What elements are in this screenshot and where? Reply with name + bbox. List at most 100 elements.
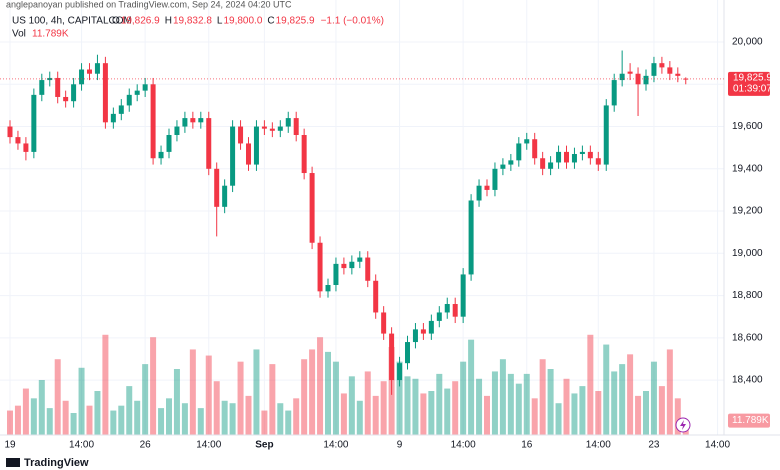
- y-tick-label: 19,600: [732, 121, 763, 132]
- logo-mark: [6, 458, 20, 467]
- candle-body: [150, 84, 156, 159]
- candle-body: [524, 139, 530, 144]
- y-tick-label: 19,000: [732, 248, 763, 259]
- volume-bar: [181, 403, 188, 435]
- y-tick-label: 20,000: [732, 37, 763, 48]
- candle-body: [381, 312, 387, 334]
- candle-body: [659, 63, 665, 68]
- volume-bar: [94, 391, 101, 435]
- volume-bar: [221, 400, 228, 435]
- volume-bar: [627, 354, 634, 435]
- legend-value: 19,825.9: [276, 16, 315, 27]
- volume-bar: [325, 351, 331, 435]
- x-tick-label: 16: [521, 440, 533, 451]
- price-tag-label: 19,825.9: [733, 72, 772, 83]
- candle-body: [325, 285, 331, 292]
- volume-bar: [38, 380, 45, 435]
- legend-value: 19,832.8: [173, 16, 212, 27]
- candle-body: [87, 69, 92, 74]
- volume-bar: [539, 359, 546, 435]
- x-tick-label: 14:00: [323, 440, 348, 451]
- volume-bar: [301, 359, 308, 435]
- volume-bar: [643, 391, 649, 435]
- volume-bar: [531, 398, 538, 435]
- candle-body: [444, 304, 450, 313]
- x-tick-label: 14:00: [451, 440, 476, 451]
- volume-bar: [364, 371, 371, 435]
- volume-bar: [70, 413, 77, 435]
- candle-body: [643, 75, 649, 85]
- candle-body: [55, 77, 61, 97]
- volume-bar: [269, 364, 276, 435]
- volume-bar: [571, 393, 578, 435]
- candle-body: [428, 320, 434, 334]
- volume-bar: [229, 403, 236, 435]
- candle-body: [31, 94, 37, 152]
- volume-bar: [579, 386, 586, 435]
- candle-body: [373, 280, 379, 313]
- volume-bar: [396, 361, 403, 435]
- candle-body: [420, 329, 426, 334]
- volume-bar: [436, 373, 443, 435]
- volume-bar: [484, 395, 490, 435]
- volume-bar: [110, 410, 117, 435]
- volume-bar: [14, 405, 21, 435]
- candle-body: [118, 105, 124, 114]
- candle-body: [79, 69, 85, 85]
- candle-body: [468, 200, 474, 275]
- candles: [7, 50, 689, 395]
- volume-bar: [142, 364, 149, 435]
- y-tick-label: 19,200: [732, 206, 763, 217]
- volume-bar: [332, 361, 339, 435]
- y-tick-label: 18,400: [732, 375, 763, 386]
- legend-value: 19,800.0: [223, 16, 262, 27]
- candle-body: [389, 333, 395, 381]
- volume-bar: [372, 395, 379, 435]
- candle-body: [349, 261, 355, 269]
- volume-bar: [118, 405, 125, 435]
- volume-bar: [420, 393, 427, 435]
- volume-bar: [277, 403, 284, 435]
- volume-bar: [86, 405, 93, 435]
- volume-bar: [285, 410, 292, 435]
- candle-body: [301, 135, 307, 174]
- volume-bar: [197, 408, 204, 435]
- candle-body: [619, 73, 625, 81]
- candle-body: [293, 118, 299, 135]
- candle-body: [94, 63, 100, 74]
- candle-body: [166, 135, 172, 152]
- x-tick-label: 9: [397, 440, 403, 451]
- volume-bar: [547, 369, 554, 435]
- y-tick-label: 19,400: [732, 163, 763, 174]
- volume-bar: [253, 349, 260, 435]
- volume-bar: [317, 337, 324, 435]
- x-tick-label: 14:00: [586, 440, 611, 451]
- candle-body: [397, 363, 403, 381]
- legend-value: −1.1 (−0.01%): [321, 16, 384, 27]
- volume-bar: [666, 349, 673, 435]
- candle-body: [158, 151, 164, 159]
- candle-body: [595, 158, 601, 165]
- x-tick-label: 19: [4, 440, 16, 451]
- volume-bar: [587, 334, 594, 435]
- volume-tag-label: 11.789K: [732, 415, 769, 426]
- volume-key: Vol: [12, 29, 26, 40]
- volume-bar: [46, 408, 53, 435]
- symbol: US 100, 4h, CAPITALCOM: [12, 16, 132, 27]
- candle-body: [102, 63, 108, 123]
- candle-body: [476, 185, 482, 201]
- volume-tag: [728, 413, 770, 428]
- candle-body: [261, 126, 267, 129]
- candle-body: [126, 94, 132, 106]
- legend-key: L: [217, 16, 223, 27]
- candle-body: [579, 151, 585, 155]
- volume-bar: [595, 391, 602, 435]
- volume-bar: [523, 373, 530, 435]
- candle-body: [230, 126, 236, 186]
- candle-body: [611, 80, 617, 106]
- y-tick-label: 18,800: [732, 290, 763, 301]
- volume-bar: [7, 410, 13, 435]
- volume-bar: [237, 361, 244, 435]
- volume-value: 11.789K: [32, 29, 69, 40]
